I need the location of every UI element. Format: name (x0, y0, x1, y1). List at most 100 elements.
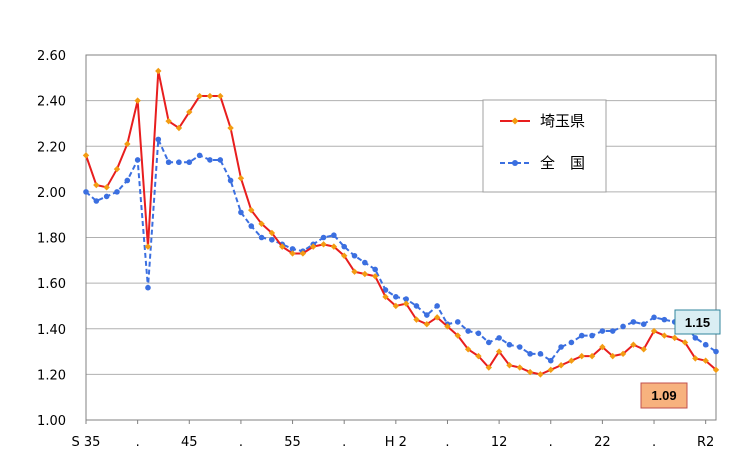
data-point-saitama (433, 314, 441, 321)
data-point-saitama (599, 343, 606, 351)
data-point-national (331, 232, 337, 239)
x-tick-label: 45 (181, 435, 198, 450)
data-point-saitama (475, 352, 482, 360)
data-point-national (351, 252, 358, 259)
data-point-saitama (609, 352, 616, 360)
callouts: 1.15 1.09 (640, 309, 721, 409)
data-point-national (176, 159, 182, 166)
data-point-saitama (485, 364, 492, 371)
data-point-national (207, 157, 213, 163)
y-axis-ticks: 1.00 1.20 1.40 1.60 1.80 2.00 2.20 2.40 2.60 (37, 49, 66, 429)
data-point-saitama (495, 348, 503, 355)
data-point-saitama (93, 181, 100, 189)
data-point-saitama (361, 270, 369, 278)
data-point-national (475, 330, 482, 337)
data-point-saitama (279, 243, 286, 250)
data-point-national (692, 335, 699, 341)
y-tick-label: 2.00 (37, 186, 66, 201)
data-point-national (103, 193, 110, 200)
data-point-saitama (650, 327, 658, 335)
data-point-national (258, 234, 265, 241)
data-point-saitama (310, 243, 317, 250)
data-point-national (527, 351, 533, 357)
data-point-national (83, 189, 89, 195)
data-point-national (372, 266, 378, 273)
data-point-national (661, 316, 668, 323)
x-tick-label: R2 (697, 435, 714, 450)
series-saitama (82, 67, 720, 378)
legend-box (482, 99, 607, 193)
data-point-national (393, 294, 399, 300)
data-point-saitama (227, 124, 234, 132)
data-point-national (227, 177, 234, 184)
plot-area-border (85, 54, 717, 421)
data-point-saitama (413, 316, 420, 323)
data-point-national (547, 357, 554, 364)
data-point-saitama (712, 366, 720, 374)
x-tick-label: . (652, 435, 656, 450)
data-point-saitama (237, 174, 245, 182)
data-point-saitama (516, 364, 523, 371)
data-point-national (630, 319, 637, 325)
data-point-saitama (464, 346, 472, 353)
data-point-saitama (537, 371, 544, 378)
data-point-saitama (640, 346, 647, 353)
data-point-national (403, 296, 409, 302)
legend-label-national: 全 国 (540, 154, 585, 172)
data-point-saitama (557, 362, 565, 369)
data-point-saitama (547, 366, 554, 374)
data-point-saitama (588, 352, 596, 360)
data-point-national (124, 177, 131, 184)
data-point-national (289, 246, 296, 252)
data-point-saitama (454, 332, 462, 339)
data-point-national (496, 335, 502, 341)
callout-national-label: 1.15 (685, 315, 710, 330)
data-point-saitama (692, 355, 699, 362)
x-tick-label: 55 (284, 435, 301, 450)
x-tick-label: 22 (594, 435, 611, 450)
data-point-saitama (134, 97, 141, 104)
data-point-national (599, 328, 606, 334)
data-point-saitama (206, 92, 214, 100)
data-point-saitama (423, 320, 431, 328)
data-point-saitama (506, 362, 513, 369)
legend-label-saitama: 埼玉県 (540, 112, 585, 130)
data-point-saitama (630, 341, 637, 348)
data-point-saitama (371, 273, 379, 280)
data-point-national (713, 348, 719, 355)
data-point-national (651, 314, 657, 321)
y-tick-label: 1.60 (37, 277, 66, 292)
data-point-national (506, 341, 513, 348)
data-point-national (341, 243, 347, 250)
x-tick-label: . (239, 435, 243, 450)
data-point-saitama (444, 323, 451, 330)
data-point-saitama (702, 357, 709, 364)
data-point-national (702, 341, 709, 348)
callout-saitama-box (640, 382, 688, 409)
data-point-saitama (196, 92, 203, 100)
data-point-national (238, 209, 244, 216)
data-point-saitama (330, 243, 338, 250)
x-tick-label: S 35 (72, 435, 101, 450)
x-tick-label: . (342, 435, 346, 450)
data-point-saitama (175, 124, 183, 132)
data-point-saitama (619, 350, 627, 358)
data-point-national (114, 189, 120, 195)
y-tick-label: 1.00 (37, 414, 66, 429)
data-point-saitama (382, 293, 389, 301)
data-point-saitama (402, 300, 410, 307)
data-point-national (455, 319, 461, 325)
data-point-saitama (661, 332, 668, 339)
callout-saitama-label: 1.09 (651, 388, 676, 403)
data-point-saitama (113, 165, 121, 173)
y-tick-label: 2.60 (37, 49, 66, 64)
data-point-national (589, 332, 595, 339)
data-point-saitama (124, 140, 131, 148)
data-point-national (640, 321, 647, 327)
data-point-national (485, 339, 492, 346)
x-tick-label: . (136, 435, 140, 450)
data-point-national (516, 344, 523, 350)
data-point-saitama (289, 250, 296, 257)
